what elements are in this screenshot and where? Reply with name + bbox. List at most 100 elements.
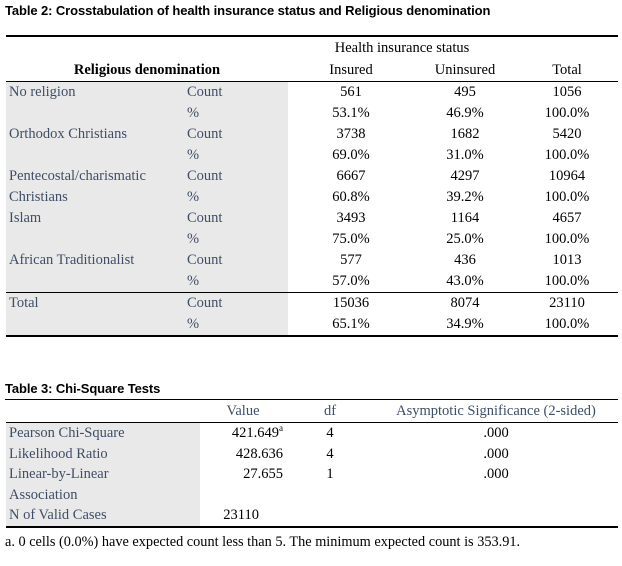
table2-header-empty-cell <box>516 37 618 59</box>
table2-count-cell: 5420 <box>552 126 582 142</box>
table2-row-label: Orthodox Christians <box>6 124 183 145</box>
table2-percent-cell: 25.0% <box>446 231 484 247</box>
table2-row-label-continued <box>6 229 183 250</box>
table2-row-label: African Traditionalist <box>6 250 183 271</box>
table2-percent-cell: 100.0% <box>544 189 590 205</box>
table2-measure-label-count: Count <box>183 293 288 314</box>
table2-count-cell: 10964 <box>548 168 586 184</box>
table3-value-cell: 428.636 <box>200 444 286 465</box>
table2-percent-cell: 39.2% <box>446 189 484 205</box>
table2-count-cell: 3493 <box>336 210 366 226</box>
table3-row-label: N of Valid Cases <box>6 505 200 526</box>
table2-measure-label-percent: % <box>183 271 288 292</box>
table2-count-cell: 1056 <box>552 84 582 100</box>
table2-measure-label-percent: % <box>183 103 288 124</box>
table3-significance-cell <box>374 505 618 526</box>
table2-header: Health insurance status Religious denomi… <box>6 35 618 82</box>
table2-title: Table 2: Crosstabulation of health insur… <box>5 3 491 18</box>
table2-percent-cell: 43.0% <box>446 273 484 289</box>
table3-value-cell: 23110 <box>200 505 286 526</box>
table3-significance-cell: .000 <box>483 445 509 462</box>
table2-measure-label-count: Count <box>183 124 288 145</box>
table3-chi-square-tests: Value df Asymptotic Significance (2-side… <box>6 400 618 528</box>
table3-significance-cell: .000 <box>483 466 509 482</box>
table2-row-label-continued <box>6 145 183 166</box>
table2-measure-label-count: Count <box>183 250 288 271</box>
table2-measure-label-percent: % <box>183 229 288 250</box>
table3-col-header-df: df <box>323 403 337 419</box>
table2-count-cell: 4297 <box>450 168 480 184</box>
table3-df-cell: 4 <box>326 425 334 441</box>
table3-row-label: Likelihood Ratio <box>6 443 200 464</box>
table2-percent-cell: 60.8% <box>332 189 370 205</box>
table3-value-number: 27.655 <box>243 466 283 482</box>
table2-header-empty-cell <box>6 37 288 59</box>
table3-row-label: Linear-by-Linear <box>6 464 200 485</box>
table2-count-cell: 577 <box>340 252 362 268</box>
table2-percent-cell: 53.1% <box>332 105 370 121</box>
table3-header: Value df Asymptotic Significance (2-side… <box>6 400 618 423</box>
table2-count-cell: 15036 <box>332 295 370 311</box>
table3-value-number: 23110 <box>223 507 259 523</box>
table2-row-label: Pentecostal/charismatic <box>6 166 183 187</box>
table2-col-header-insured: Insured <box>329 62 373 78</box>
table2-row-label-continued: Christians <box>6 187 183 208</box>
table2-percent-cell: 100.0% <box>544 316 590 332</box>
table2-row-label-continued <box>6 314 183 335</box>
table2-count-cell: 3738 <box>336 126 366 142</box>
table3-value-number: 428.636 <box>235 445 283 462</box>
table2-measure-label-percent: % <box>183 187 288 208</box>
table2-percent-cell: 57.0% <box>332 273 370 289</box>
table2-body: No religion Count 561 495 1056% 53.1% 46.9% 100… <box>6 82 618 292</box>
table2-count-cell: 6667 <box>336 168 366 184</box>
table3-empty-cell <box>200 485 286 506</box>
table2-percent-cell: 75.0% <box>332 231 370 247</box>
table3-footnote: a. 0 cells (0.0%) have expected count le… <box>5 534 521 550</box>
table2-measure-label-count: Count <box>183 166 288 187</box>
table2-percent-cell: 31.0% <box>446 147 484 163</box>
table2-row-label-continued <box>6 271 183 292</box>
table2-col-header-total: Total <box>552 62 582 78</box>
table3-title: Table 3: Chi-Square Tests <box>5 381 618 400</box>
table2-row-dimension-header: Religious denomination <box>73 62 221 78</box>
table3-value-number: 421.649 <box>231 425 279 441</box>
table3-header-empty-cell <box>6 400 200 422</box>
table2-percent-cell: 46.9% <box>446 105 484 121</box>
table2-percent-cell: 69.0% <box>332 147 370 163</box>
table2-crosstab: Health insurance status Religious denomi… <box>6 35 618 337</box>
table2-percent-cell: 100.0% <box>544 231 590 247</box>
table2-percent-cell: 34.9% <box>446 316 484 332</box>
table3-df-cell <box>286 505 374 526</box>
table2-percent-cell: 100.0% <box>544 273 590 289</box>
table2-measure-label-percent: % <box>183 145 288 166</box>
table2-measure-label-percent: % <box>183 314 288 335</box>
table3-col-header-value: Value <box>226 403 260 419</box>
table3-empty-cell <box>374 485 618 506</box>
table2-count-cell: 4657 <box>552 210 582 226</box>
table3-value-cell: 27.655 <box>200 464 286 485</box>
table2-count-cell: 495 <box>454 84 476 100</box>
table2-measure-label-count: Count <box>183 82 288 103</box>
table2-count-cell: 1013 <box>552 252 582 268</box>
table3-body: Pearson Chi-Square 421.649a 4.000 Likelihoo… <box>6 423 618 528</box>
table2-count-cell: 436 <box>454 252 476 268</box>
table3-df-cell: 1 <box>326 466 334 482</box>
table2-count-cell: 1164 <box>450 210 480 226</box>
table2-row-label: Total <box>6 293 183 314</box>
table2-count-cell: 23110 <box>549 295 585 311</box>
table2-percent-cell: 100.0% <box>544 105 590 121</box>
table2-row-label-continued <box>6 103 183 124</box>
table2-span-header: Health insurance status <box>334 40 470 56</box>
table3-empty-cell <box>286 485 374 506</box>
table3-value-cell: 421.649a <box>200 423 286 444</box>
table2-count-cell: 1682 <box>450 126 480 142</box>
table3-row-label: Pearson Chi-Square <box>6 423 200 444</box>
table3-significance-cell: .000 <box>483 425 509 441</box>
table2-row-label: Islam <box>6 208 183 229</box>
table2-count-cell: 8074 <box>450 295 480 311</box>
table2-measure-label-count: Count <box>183 208 288 229</box>
table3-footnote-marker: a <box>279 423 283 434</box>
table2-col-header-uninsured: Uninsured <box>434 62 496 78</box>
table3-df-cell: 4 <box>326 445 334 462</box>
